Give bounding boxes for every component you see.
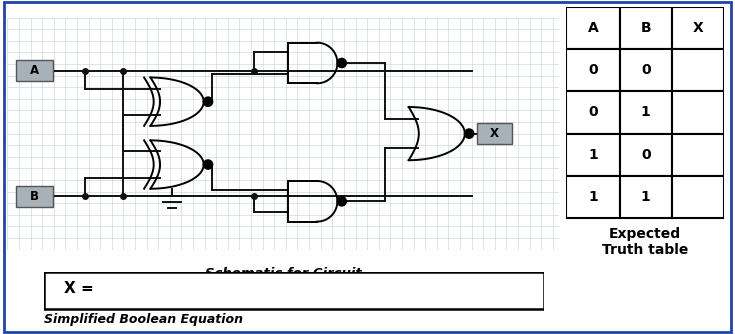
Circle shape: [465, 129, 473, 138]
Bar: [566, 7, 620, 49]
Bar: [620, 134, 672, 176]
Bar: [44, 272, 544, 310]
Bar: [620, 176, 672, 218]
Bar: [477, 123, 512, 144]
Bar: [620, 49, 672, 91]
Bar: [566, 91, 620, 134]
Text: A: A: [30, 64, 39, 77]
Bar: [620, 7, 672, 49]
Text: X: X: [692, 21, 703, 35]
Bar: [672, 176, 724, 218]
Text: 1: 1: [588, 148, 598, 162]
Text: 1: 1: [641, 106, 650, 120]
Text: 0: 0: [588, 63, 598, 77]
Bar: [672, 134, 724, 176]
Bar: [16, 186, 53, 207]
Text: Schematic for Circuit: Schematic for Circuit: [204, 267, 362, 280]
Text: X =: X =: [64, 281, 94, 296]
Circle shape: [204, 160, 212, 169]
Text: B: B: [640, 21, 651, 35]
Bar: [16, 60, 53, 81]
Text: Expected
Truth table: Expected Truth table: [602, 227, 688, 257]
Circle shape: [337, 197, 346, 206]
Circle shape: [204, 97, 212, 106]
Bar: [620, 91, 672, 134]
Text: B: B: [30, 190, 39, 203]
Text: A: A: [587, 21, 598, 35]
Text: 0: 0: [588, 106, 598, 120]
Bar: [672, 7, 724, 49]
Text: Simplified Boolean Equation: Simplified Boolean Equation: [44, 313, 243, 326]
Text: 0: 0: [641, 148, 650, 162]
Circle shape: [337, 59, 346, 67]
Bar: [672, 49, 724, 91]
Text: X: X: [490, 127, 499, 140]
Bar: [566, 176, 620, 218]
Text: 1: 1: [641, 190, 650, 204]
Bar: [566, 134, 620, 176]
Text: 0: 0: [641, 63, 650, 77]
Bar: [672, 91, 724, 134]
Text: 1: 1: [588, 190, 598, 204]
Bar: [566, 49, 620, 91]
